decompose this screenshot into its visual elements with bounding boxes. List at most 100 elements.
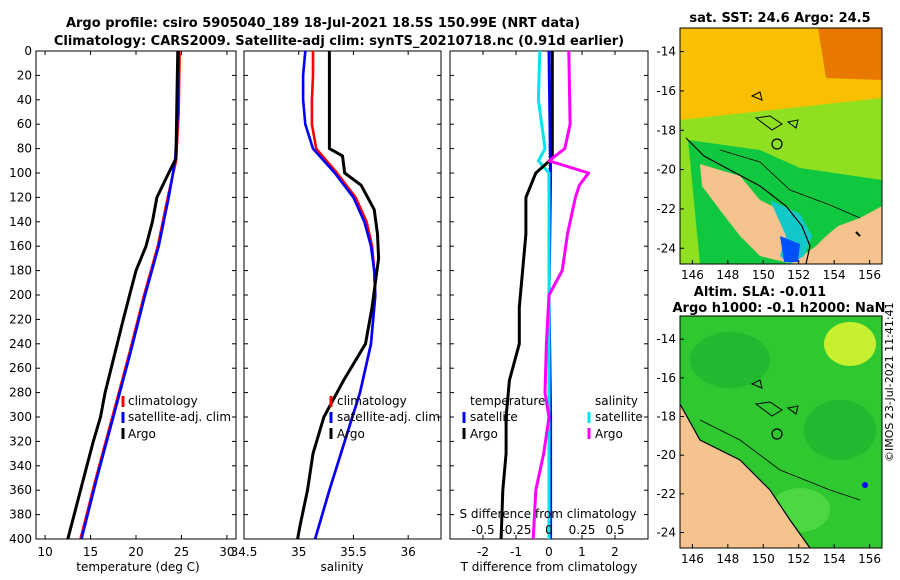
x-tick-label: 1 <box>578 545 586 559</box>
x-tick-label: 2 <box>611 545 619 559</box>
series-line-argo <box>296 51 381 539</box>
legend-label-argo: Argo <box>128 427 156 441</box>
s-tick-label: -0.5 <box>471 523 494 537</box>
map-x-tick-label: 152 <box>787 552 810 566</box>
sla-map-title-line1: Altim. SLA: -0.011 <box>694 285 826 300</box>
salinity-series <box>296 51 381 539</box>
depth-tick-label: 320 <box>9 434 32 448</box>
difference-panel: -2 -1 0 1 2 S difference from climatology -0… <box>449 50 649 574</box>
map-y-tick-label: -18 <box>656 123 676 137</box>
map-y-tick-label: -14 <box>656 45 676 59</box>
x-tick-label: -1 <box>510 545 522 559</box>
x-tick-label: 34.5 <box>231 545 258 559</box>
map-x-tick-label: 156 <box>858 552 881 566</box>
depth-tick-label: 360 <box>9 483 32 497</box>
salinity-xlabel: salinity <box>320 560 363 574</box>
argo-position-marker <box>771 428 783 440</box>
x-tick-label: 20 <box>128 545 143 559</box>
map-x-tick-label: 148 <box>716 268 739 282</box>
legend-label-argo: Argo <box>337 427 365 441</box>
s-tick-label: 0.5 <box>605 523 624 537</box>
x-tick-label: 36 <box>401 545 416 559</box>
salinity-panel: 34.5 35 35.5 36 salinity climatology satell… <box>231 50 442 574</box>
sst-map-ticks: 146 148 150 152 154 156 -14 -16 -18 -20 -22 -24 <box>656 45 881 282</box>
reef-outlines <box>750 91 799 131</box>
sla-high-anomaly <box>824 322 876 366</box>
map-y-tick-label: -18 <box>656 410 676 424</box>
legend-label-s-argo: Argo <box>595 427 623 441</box>
legend-label-t-satellite: satellite <box>470 410 518 424</box>
coastline <box>680 403 811 548</box>
imos-timestamp: ©IMOS 23-Jul-2021 11:41:41 <box>883 302 896 462</box>
temperature-axis-ticks: 10 15 20 25 30 <box>37 51 235 559</box>
sst-map: sat. SST: 24.6 Argo: 24.5 146 148 150 152 15… <box>656 11 883 282</box>
series-line-s-satellite <box>536 51 551 539</box>
map-y-tick-label: -22 <box>656 487 676 501</box>
map-y-tick-label: -24 <box>656 526 676 540</box>
sla-low-anomaly-1 <box>690 332 770 388</box>
map-y-tick-label: -24 <box>656 241 676 255</box>
depth-tick-label: 40 <box>17 93 32 107</box>
legend-title-temperature: temperature <box>470 394 545 408</box>
depth-tick-label: 60 <box>17 117 32 131</box>
map-y-tick-label: -14 <box>656 332 676 346</box>
legend-label-satellite: satellite-adj. clim <box>337 410 440 424</box>
sea-cool-region <box>688 140 882 264</box>
legend-title-salinity: salinity <box>595 394 638 408</box>
salinity-depth-ticks <box>244 50 441 540</box>
salinity-legend: climatology satellite-adj. clim Argo <box>329 394 440 441</box>
x-tick-label: 25 <box>174 545 189 559</box>
map-x-tick-label: 146 <box>681 552 704 566</box>
depth-tick-label: 380 <box>9 508 32 522</box>
depth-tick-label: 400 <box>9 532 32 546</box>
sea-hot-patch <box>818 28 882 80</box>
reef-outlines <box>750 379 799 417</box>
legend-label-climatology: climatology <box>128 394 198 408</box>
salinity-plot-frame <box>243 50 442 540</box>
sla-map-ticks: 146 148 150 152 154 156 -14 -16 -18 -20 -22 -24 <box>656 332 881 566</box>
s-difference-axis-ticks: -0.5 -0.25 0 0.25 0.5 <box>471 523 624 537</box>
sla-map-frame <box>679 315 883 549</box>
depth-tick-label: 120 <box>9 190 32 204</box>
x-tick-label: 15 <box>83 545 98 559</box>
t-difference-xlabel: T difference from climatology <box>460 560 638 574</box>
difference-depth-ticks <box>450 50 648 540</box>
map-x-tick-label: 148 <box>716 552 739 566</box>
depth-tick-label: 140 <box>9 215 32 229</box>
island-marker <box>862 482 868 488</box>
series-line-satellite-adj-clim <box>301 51 377 539</box>
coast-land <box>680 404 810 548</box>
x-tick-label: 35 <box>291 545 306 559</box>
map-x-tick-label: 156 <box>858 268 881 282</box>
depth-tick-label: 280 <box>9 386 32 400</box>
coastline <box>685 137 811 264</box>
legend-label-climatology: climatology <box>337 394 407 408</box>
coast-land <box>700 164 806 264</box>
depth-tick-label: 160 <box>9 239 32 253</box>
series-line-argo <box>66 51 180 539</box>
sla-low-anomaly-2 <box>804 400 876 460</box>
x-tick-label: -2 <box>477 545 489 559</box>
temperature-plot-frame <box>35 50 237 540</box>
map-x-tick-label: 150 <box>752 268 775 282</box>
argo-position-marker <box>771 138 783 150</box>
depth-axis-ticks: 0 20 40 60 80 100 120 140 160 180 200 220 240 260 280 3… <box>9 44 236 546</box>
depth-tick-label: 220 <box>9 312 32 326</box>
sla-map-title-line2: Argo h1000: -0.1 h2000: NaN <box>672 301 885 316</box>
s-tick-label: -0.25 <box>500 523 531 537</box>
legend-label-satellite: satellite-adj. clim <box>128 410 231 424</box>
difference-series <box>499 51 591 539</box>
shelf-contour <box>719 149 861 219</box>
sst-map-image <box>680 28 882 264</box>
legend-label-s-satellite: satellite <box>595 410 643 424</box>
depth-tick-label: 80 <box>17 142 32 156</box>
figure-title-line1: Argo profile: csiro 5905040_189 18-Jul-2… <box>66 16 580 31</box>
depth-tick-label: 200 <box>9 288 32 302</box>
map-y-tick-label: -16 <box>656 84 676 98</box>
temperature-series <box>66 51 181 539</box>
s-tick-label: 0 <box>545 523 553 537</box>
depth-tick-label: 300 <box>9 410 32 424</box>
series-line-s-argo <box>531 51 591 539</box>
shelf-contour <box>699 419 861 501</box>
